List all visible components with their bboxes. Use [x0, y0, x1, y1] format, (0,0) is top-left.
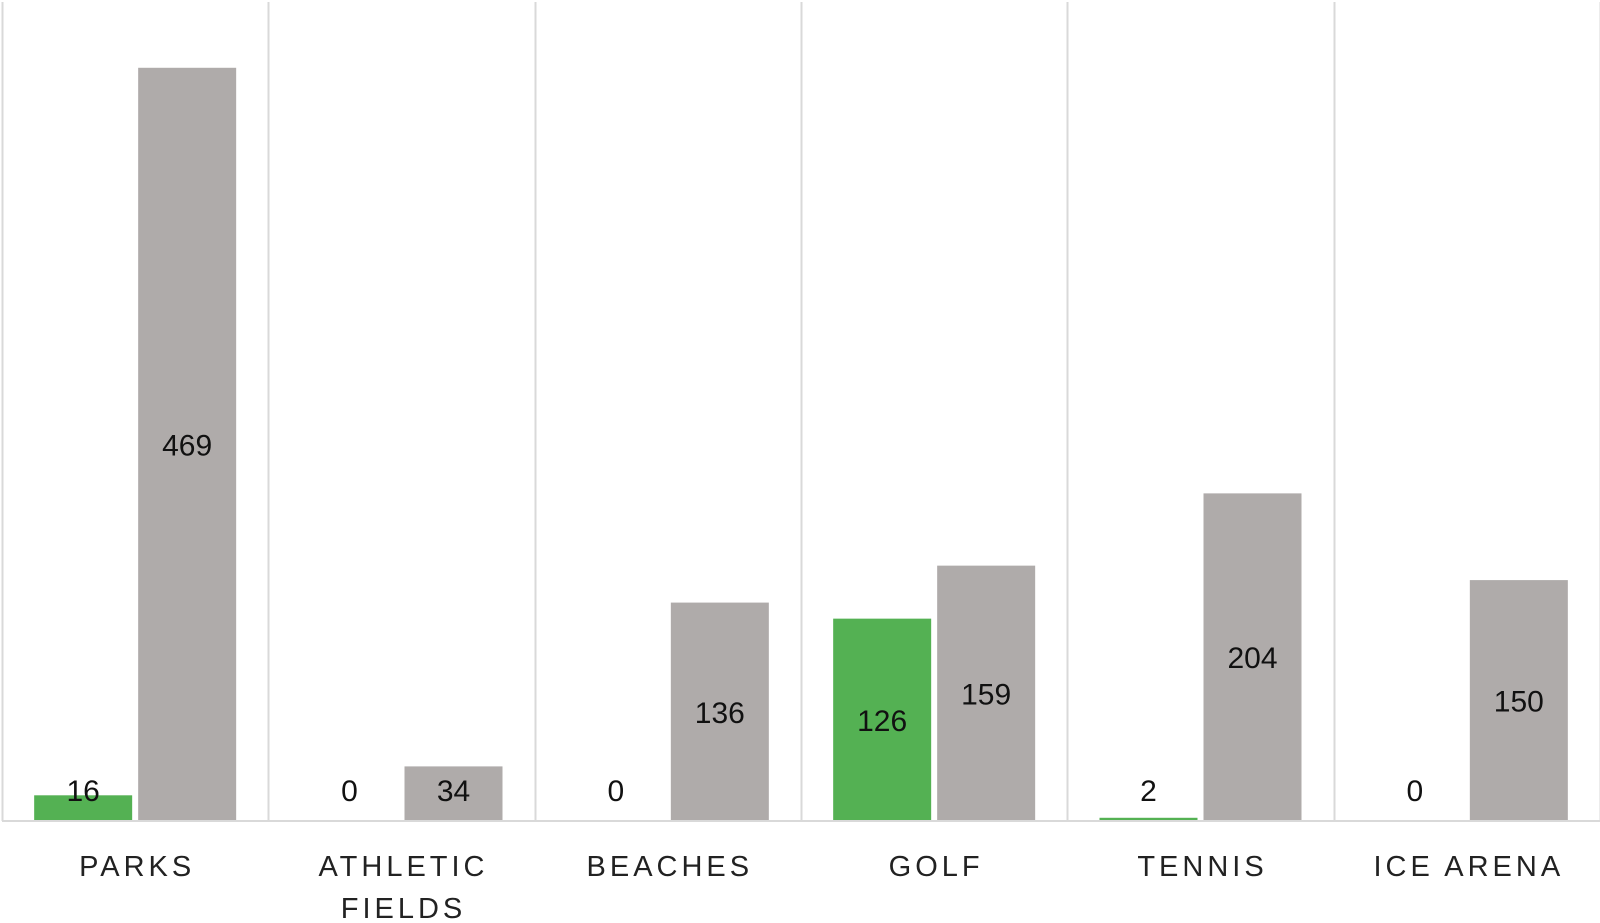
bar-series-2	[670, 602, 769, 821]
bar-series-2	[1469, 580, 1568, 821]
data-label: 126	[857, 705, 907, 738]
category-label: TENNIS	[1137, 851, 1267, 883]
category-separators	[1, 2, 1600, 821]
data-label: 0	[341, 775, 358, 808]
data-labels: 16 469 0 34 0 136 126 159 2 204 0 150	[66, 429, 1543, 808]
data-label: 150	[1494, 686, 1544, 719]
category-label: ICE ARENA	[1373, 851, 1564, 883]
bar-series-2	[1203, 493, 1302, 821]
category-label: GOLF	[889, 851, 984, 883]
data-label: 136	[695, 697, 745, 730]
data-label: 16	[66, 775, 99, 808]
category-label: ATHLETIC	[318, 851, 488, 883]
category-labels: PARKS ATHLETIC FIELDS BEACHES GOLF TENNIS ICE …	[79, 851, 1564, 923]
bar-series-2	[404, 766, 503, 821]
bar-series-2	[937, 565, 1036, 821]
data-label: 0	[607, 775, 624, 808]
data-label: 469	[162, 429, 212, 462]
data-label: 2	[1140, 775, 1157, 808]
bar-series-2	[138, 67, 237, 821]
data-label: 159	[961, 678, 1011, 711]
category-label: FIELDS	[341, 893, 467, 923]
data-label: 0	[1406, 775, 1423, 808]
data-label: 34	[437, 775, 470, 808]
bar-series-1	[34, 795, 133, 821]
bars	[34, 67, 1568, 821]
bar-series-1	[833, 618, 932, 821]
data-label: 204	[1227, 642, 1277, 675]
category-label: BEACHES	[587, 851, 754, 883]
category-label: PARKS	[79, 851, 195, 883]
bar-series-1	[1099, 817, 1198, 821]
